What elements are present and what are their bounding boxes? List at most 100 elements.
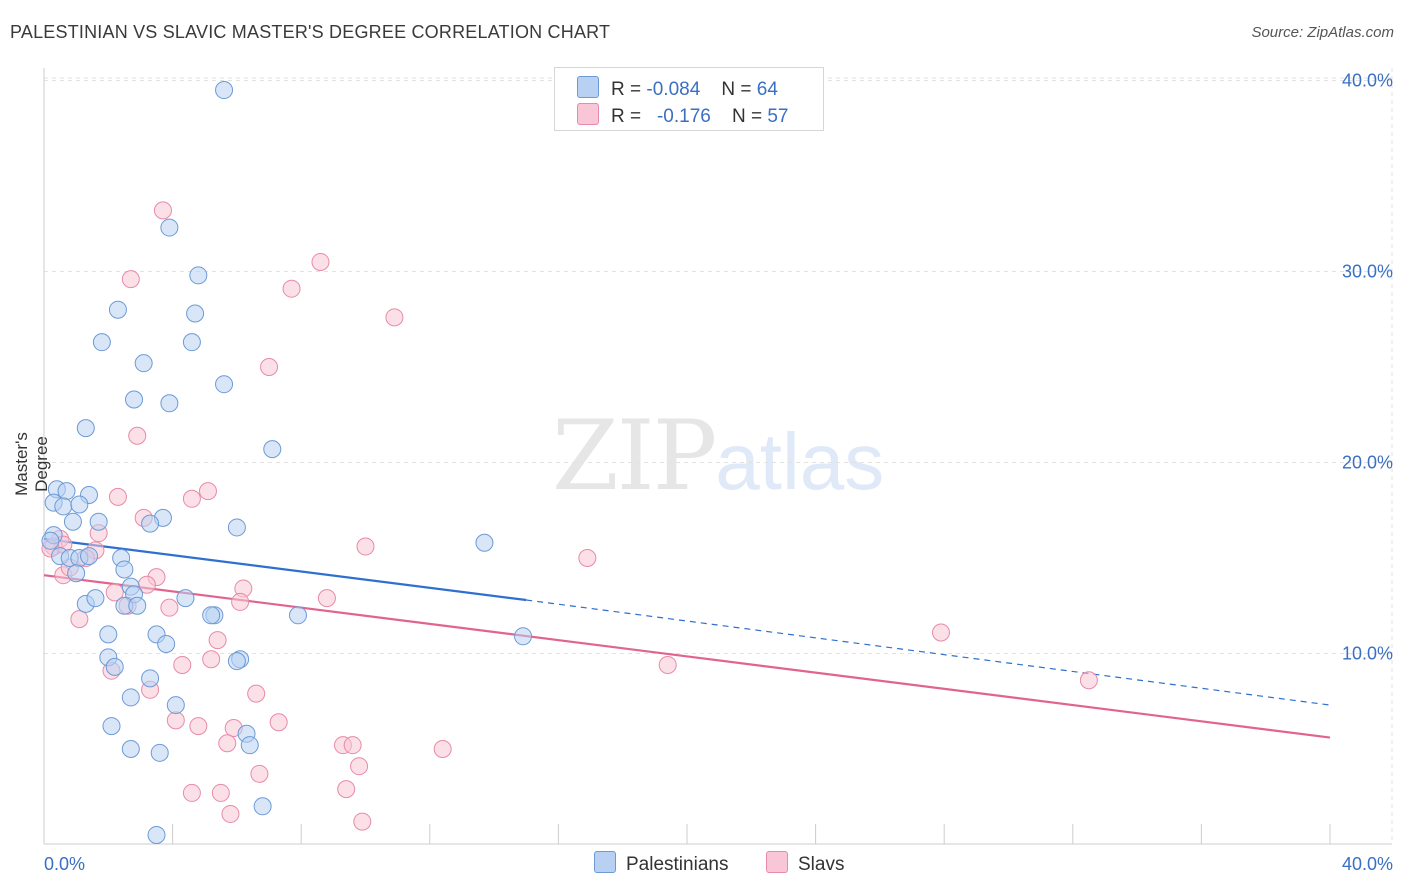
slavs-point (356, 537, 375, 556)
palestinians-point (80, 547, 99, 566)
palestinians-point (102, 717, 121, 736)
slavs-point (317, 589, 336, 608)
bottom-legend-label-slavs: Slavs (798, 854, 845, 875)
palestinians-point (288, 606, 307, 625)
palestinians-point (121, 688, 140, 707)
slavs-point (931, 623, 950, 642)
bottom-legend-label-palestinians: Palestinians (626, 854, 729, 875)
slavs-point (121, 270, 140, 289)
slavs-point (211, 783, 230, 802)
palestinians-point (202, 606, 221, 625)
palestinians-point (253, 797, 272, 816)
slavs-point (658, 655, 677, 674)
slavs-point (282, 279, 301, 298)
watermark-atlas: atlas (715, 417, 885, 506)
slavs-point (350, 757, 369, 776)
palestinians-point (89, 512, 108, 531)
legend-r-value-slavs: -0.176 (656, 106, 711, 127)
palestinians-point (263, 440, 282, 459)
palestinians-point (189, 266, 208, 285)
palestinians-point (121, 740, 140, 758)
palestinians-point (514, 627, 533, 646)
slavs-point (208, 631, 227, 650)
x-tick-label-min: 0.0% (44, 854, 85, 874)
palestinians-point (176, 589, 195, 608)
tick-label-layer: 10.0% 20.0% 30.0% 40.0% 0.0% 40.0% (44, 71, 1393, 875)
palestinians-point (115, 560, 134, 579)
slavs-point (218, 734, 237, 753)
palestinians-point (128, 596, 147, 615)
palestinians-point (54, 497, 73, 516)
legend-n-value-slavs: 57 (767, 106, 789, 127)
x-tick-label-max: 40.0% (1342, 854, 1393, 874)
chart-title: PALESTINIAN VS SLAVIC MASTER'S DEGREE CO… (10, 22, 611, 42)
palestinians-point (141, 669, 160, 688)
bottom-legend-palestinians: Palestinians (594, 851, 728, 876)
slavs-point (1079, 671, 1098, 690)
palestinians-trend-line (43, 537, 527, 602)
palestinians-point (134, 354, 153, 373)
slavs-point (247, 684, 266, 703)
slavs-trend-line (43, 574, 1331, 739)
palestinians-point (186, 304, 205, 323)
slavs-point (231, 592, 250, 611)
palestinians-point (92, 333, 111, 352)
palestinians-point (215, 375, 234, 394)
palestinians-points (41, 81, 533, 844)
bottom-legend-slavs: Slavs (766, 851, 844, 876)
watermark-zip: ZIP (552, 400, 717, 512)
palestinians-point (70, 495, 89, 514)
legend-swatch-palestinians (577, 76, 599, 98)
slavs-point (153, 201, 172, 220)
legend-r-value-palestinians: -0.084 (646, 79, 701, 100)
slavs-point (311, 252, 330, 271)
slavs-point (221, 804, 240, 823)
palestinians-point (86, 589, 105, 608)
source-label: Source: ZipAtlas.com (1251, 24, 1394, 41)
slavs-points (41, 201, 1098, 831)
palestinians-point (99, 625, 118, 644)
palestinians-point (108, 300, 127, 319)
trend-layer (43, 537, 1331, 739)
y-axis-label: Master's Degree (12, 432, 51, 496)
slavs-point (182, 783, 201, 802)
slavs-point (173, 655, 192, 674)
palestinians-point (67, 564, 86, 583)
palestinians-point (240, 736, 259, 755)
slavs-point (160, 598, 179, 617)
palestinians-point (227, 518, 246, 537)
slavs-point (202, 650, 221, 669)
slavs-point (337, 780, 356, 799)
slavs-point (260, 358, 279, 376)
slavs-point (166, 711, 185, 730)
slavs-point (578, 549, 597, 567)
legend-row-palestinians: R = -0.084 N = 64 (577, 76, 778, 100)
palestinians-point (215, 81, 234, 100)
y-tick-label: 30.0% (1342, 262, 1393, 282)
palestinians-point (160, 394, 179, 413)
legend-r-label: R = (611, 79, 642, 100)
slavs-point (198, 482, 217, 501)
bottom-legend-swatch-slavs (766, 851, 788, 873)
axis-layer (43, 68, 1392, 845)
legend-row-slavs: R = -0.176 N = 57 (577, 103, 789, 127)
bottom-legend-swatch-palestinians (594, 851, 616, 873)
slavs-point (343, 736, 362, 755)
slavs-point (108, 487, 127, 506)
palestinians-point (150, 743, 169, 762)
correlation-legend: R = -0.084 N = 64 R = -0.176 N = 57 (554, 67, 824, 131)
slavs-point (385, 308, 404, 327)
y-tick-label: 10.0% (1342, 644, 1393, 664)
legend-n-label: N = (731, 106, 763, 127)
y-tick-label: 20.0% (1342, 453, 1393, 473)
palestinians-point (147, 825, 166, 844)
slavs-point (182, 489, 201, 508)
palestinians-point (141, 514, 160, 533)
watermark: ZIPatlas (552, 400, 884, 512)
palestinians-point (166, 696, 185, 715)
palestinians-point (63, 512, 82, 531)
slavs-point (70, 610, 89, 629)
palestinians-point (160, 218, 179, 237)
legend-n-label: N = (721, 79, 752, 100)
